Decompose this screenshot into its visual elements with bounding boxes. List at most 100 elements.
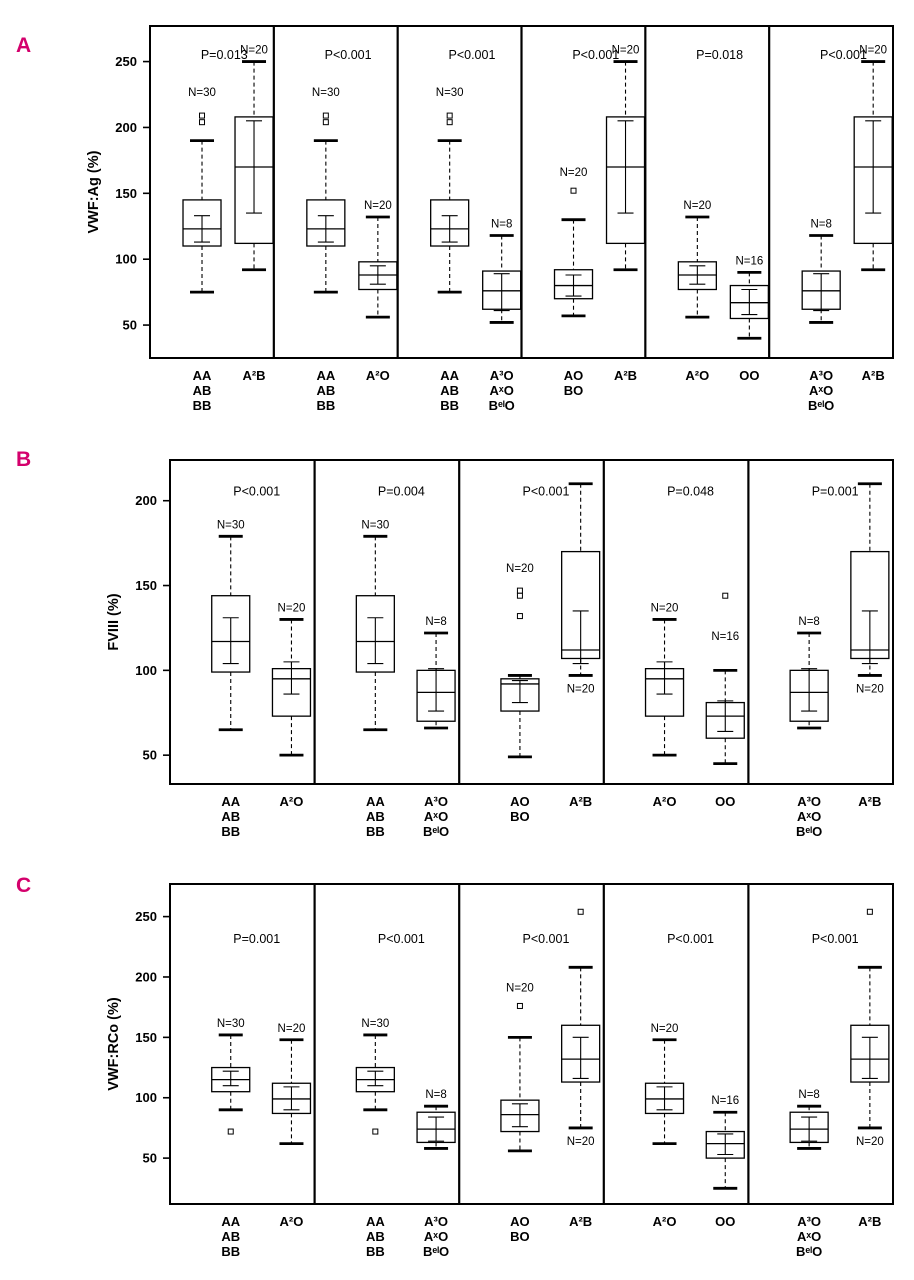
group-label: BᵉˡO (796, 1244, 822, 1259)
p-value-label: P=0.001 (812, 485, 859, 499)
group-label: AB (440, 383, 459, 398)
n-count-label: N=20 (506, 982, 534, 994)
p-value-label: P<0.001 (325, 48, 372, 62)
group-label: AB (193, 383, 212, 398)
group-label: A²O (685, 368, 709, 383)
outlier-marker (516, 587, 523, 594)
outlier-marker (577, 908, 584, 915)
group-label: AˣO (809, 383, 833, 398)
group-label: A²B (569, 1214, 592, 1229)
n-count-label: N=8 (491, 218, 512, 230)
group-label: AA (440, 368, 459, 383)
n-count-label: N=20 (567, 1136, 595, 1148)
n-count-label: N=30 (361, 519, 389, 531)
y-tick-label: 250 (115, 54, 137, 69)
p-value-label: P<0.001 (522, 485, 569, 499)
group-label: AB (316, 383, 335, 398)
group-label: AA (221, 794, 240, 809)
y-tick-label: 200 (135, 493, 157, 508)
y-tick-label: 50 (123, 318, 137, 333)
outlier-marker (516, 613, 523, 620)
group-label: A²B (862, 368, 885, 383)
outlier-marker (866, 908, 873, 915)
n-count-label: N=8 (798, 1089, 819, 1101)
group-label: AO (564, 368, 584, 383)
group-label: BB (316, 398, 335, 413)
y-tick-label: 250 (135, 909, 157, 924)
n-count-label: N=30 (361, 1018, 389, 1030)
group-label: AA (221, 1214, 240, 1229)
group-label: AˣO (424, 809, 448, 824)
y-tick-label: 200 (115, 120, 137, 135)
group-label: BᵉˡO (423, 1244, 449, 1259)
y-axis-title: VWF:Ag (%) (86, 150, 102, 233)
y-tick-label: 100 (115, 252, 137, 267)
n-count-label: N=20 (506, 563, 534, 575)
group-label: A²B (858, 1214, 881, 1229)
outlier-marker (227, 1128, 234, 1135)
y-tick-label: 50 (143, 748, 157, 763)
group-label: AA (316, 368, 335, 383)
n-count-label: N=8 (810, 218, 831, 230)
group-label: AB (221, 1229, 240, 1244)
n-count-label: N=16 (711, 631, 739, 643)
plot-frame (169, 883, 894, 1205)
y-tick-label: 100 (135, 663, 157, 678)
group-label: AˣO (424, 1229, 448, 1244)
group-label: BB (366, 824, 385, 839)
outlier-marker (322, 119, 329, 126)
n-count-label: N=30 (217, 1018, 245, 1030)
group-label: AˣO (797, 809, 821, 824)
y-tick-label: 200 (135, 969, 157, 984)
group-label: BO (510, 809, 530, 824)
p-value-label: P=0.013 (201, 48, 248, 62)
group-label: A²B (858, 794, 881, 809)
panel-b-letter: B (16, 448, 33, 471)
group-label: A²O (653, 1214, 677, 1229)
group-label: A³O (797, 794, 821, 809)
y-tick-label: 50 (143, 1151, 157, 1166)
n-count-label: N=20 (859, 45, 887, 57)
group-label: A²B (242, 368, 265, 383)
group-label: AB (366, 809, 385, 824)
group-label: OO (715, 794, 735, 809)
y-axis-title: VWF:RCo (%) (106, 997, 122, 1091)
group-label: A²B (614, 368, 637, 383)
group-label: AB (221, 809, 240, 824)
n-count-label: N=20 (683, 200, 711, 212)
n-count-label: N=20 (567, 683, 595, 695)
n-count-label: N=20 (278, 602, 306, 614)
n-count-label: N=8 (798, 616, 819, 628)
p-value-label: P=0.001 (233, 932, 280, 946)
group-label: BB (221, 1244, 240, 1259)
group-label: A²O (280, 1214, 304, 1229)
group-label: A³O (424, 1214, 448, 1229)
group-label: BB (193, 398, 212, 413)
outlier-marker (446, 112, 453, 119)
group-label: AˣO (797, 1229, 821, 1244)
y-tick-label: 150 (135, 578, 157, 593)
p-value-label: P<0.001 (233, 485, 280, 499)
n-count-label: N=20 (612, 45, 640, 57)
group-label: BᵉˡO (796, 824, 822, 839)
n-count-label: N=30 (436, 87, 464, 99)
p-value-label: P<0.001 (812, 932, 859, 946)
p-value-label: P=0.048 (667, 485, 714, 499)
outlier-marker (446, 119, 453, 126)
n-count-label: N=20 (651, 1023, 679, 1035)
group-label: BO (564, 383, 584, 398)
group-label: BB (221, 824, 240, 839)
p-value-label: P<0.001 (667, 932, 714, 946)
n-count-label: N=20 (240, 45, 268, 57)
group-label: A³O (424, 794, 448, 809)
n-count-label: N=30 (217, 519, 245, 531)
n-count-label: N=20 (856, 1136, 884, 1148)
group-label: A³O (797, 1214, 821, 1229)
group-label: AA (193, 368, 212, 383)
p-value-label: P<0.001 (522, 932, 569, 946)
outlier-marker (722, 592, 729, 599)
outlier-marker (322, 112, 329, 119)
group-label: BᵉˡO (489, 398, 515, 413)
